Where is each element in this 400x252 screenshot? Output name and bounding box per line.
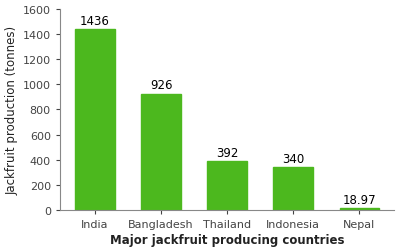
Text: 1436: 1436	[80, 15, 110, 28]
Bar	[75, 30, 115, 210]
Bar	[141, 94, 181, 210]
X-axis label: Major jackfruit producing countries: Major jackfruit producing countries	[110, 234, 344, 246]
Bar	[207, 161, 247, 210]
Text: 392: 392	[216, 146, 238, 159]
Bar	[340, 208, 379, 210]
Text: 340: 340	[282, 152, 304, 166]
Text: 18.97: 18.97	[342, 193, 376, 206]
Bar	[274, 168, 313, 210]
Y-axis label: Jackfruit production (tonnes): Jackfruit production (tonnes)	[6, 26, 18, 194]
Text: 926: 926	[150, 79, 172, 92]
